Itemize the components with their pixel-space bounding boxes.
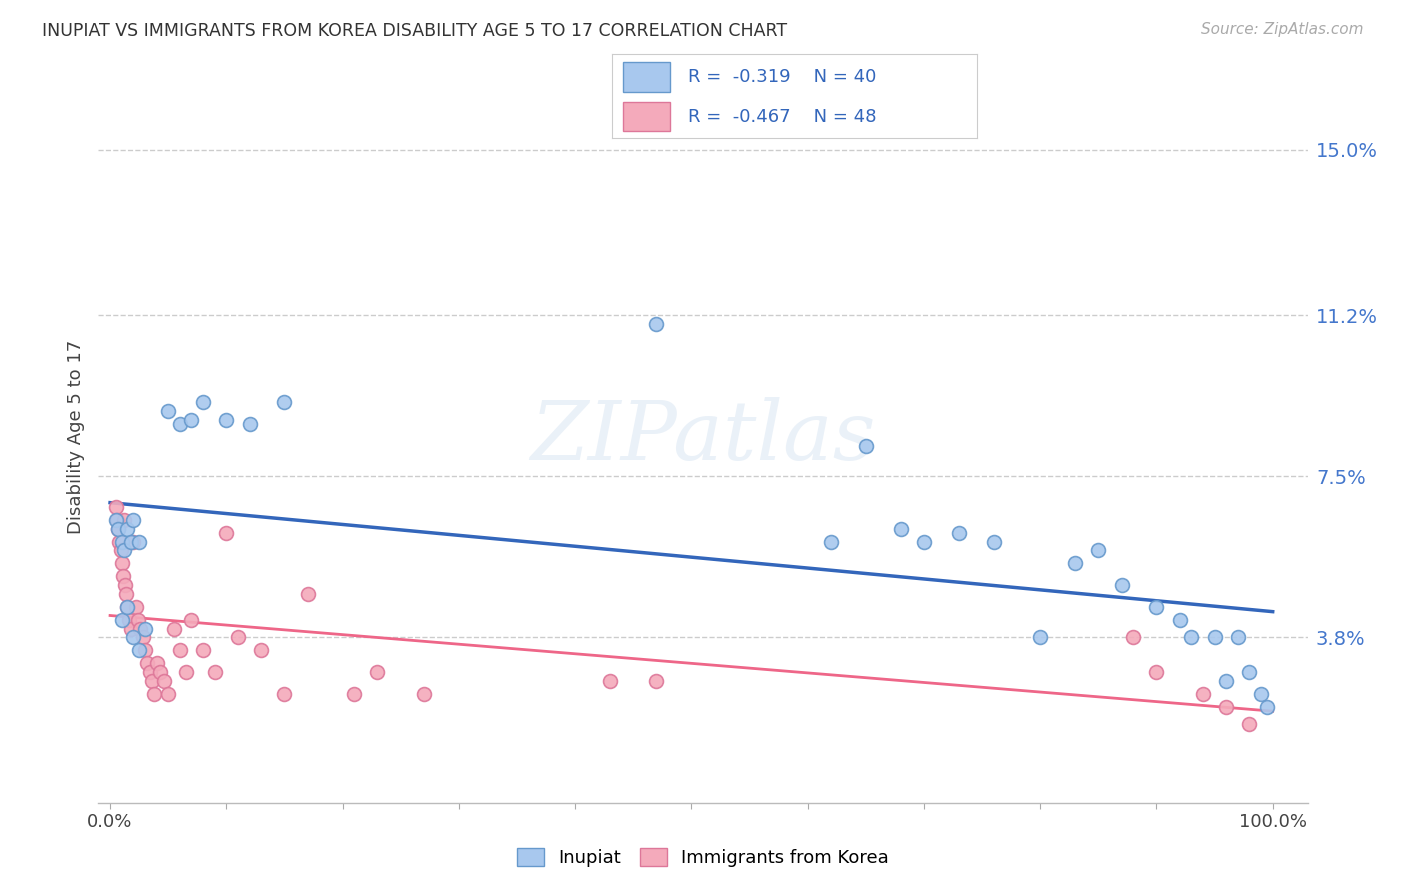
Point xyxy=(1180,631,1202,645)
Point xyxy=(120,622,142,636)
Point xyxy=(105,513,128,527)
Point xyxy=(413,687,436,701)
Point xyxy=(215,525,238,540)
Point xyxy=(191,643,214,657)
Point xyxy=(1087,543,1109,558)
Point xyxy=(1029,631,1052,645)
Point xyxy=(366,665,388,680)
Point xyxy=(157,404,180,418)
Point xyxy=(138,665,160,680)
Point xyxy=(122,631,145,645)
Point xyxy=(117,599,139,614)
Point xyxy=(114,578,136,592)
Point xyxy=(104,500,127,514)
Point xyxy=(948,525,970,540)
Text: Source: ZipAtlas.com: Source: ZipAtlas.com xyxy=(1201,22,1364,37)
Point xyxy=(117,521,139,535)
Point xyxy=(112,543,135,558)
Point xyxy=(112,513,135,527)
Point xyxy=(136,657,159,671)
Legend: Inupiat, Immigrants from Korea: Inupiat, Immigrants from Korea xyxy=(510,840,896,874)
Point xyxy=(1239,717,1261,731)
Point xyxy=(1144,665,1167,680)
Point xyxy=(107,521,129,535)
Point xyxy=(127,613,149,627)
Point xyxy=(111,613,134,627)
Text: R =  -0.467    N = 48: R = -0.467 N = 48 xyxy=(689,108,877,126)
Point xyxy=(273,687,295,701)
Point xyxy=(122,513,145,527)
Point xyxy=(204,665,226,680)
Point xyxy=(890,521,912,535)
Point xyxy=(111,557,134,571)
Point xyxy=(191,395,214,409)
Text: INUPIAT VS IMMIGRANTS FROM KOREA DISABILITY AGE 5 TO 17 CORRELATION CHART: INUPIAT VS IMMIGRANTS FROM KOREA DISABIL… xyxy=(42,22,787,40)
Point xyxy=(273,395,295,409)
Point xyxy=(1204,631,1226,645)
Point xyxy=(108,534,131,549)
Point xyxy=(169,643,191,657)
Point xyxy=(110,543,132,558)
Point xyxy=(134,643,156,657)
Point xyxy=(645,317,668,331)
Point xyxy=(124,599,146,614)
Point xyxy=(1239,665,1261,680)
Point xyxy=(1215,700,1237,714)
Point xyxy=(117,599,139,614)
Point xyxy=(157,687,180,701)
Point xyxy=(912,534,935,549)
Point xyxy=(134,622,156,636)
Point xyxy=(118,613,141,627)
FancyBboxPatch shape xyxy=(623,102,671,131)
Point xyxy=(180,613,202,627)
Point xyxy=(1256,700,1278,714)
Point xyxy=(174,665,197,680)
Point xyxy=(111,569,134,583)
Point xyxy=(104,513,127,527)
Text: R =  -0.319    N = 40: R = -0.319 N = 40 xyxy=(689,68,877,86)
Point xyxy=(145,657,167,671)
Y-axis label: Disability Age 5 to 17: Disability Age 5 to 17 xyxy=(66,340,84,534)
Point xyxy=(131,631,153,645)
Point xyxy=(297,587,319,601)
Point xyxy=(122,534,145,549)
Point xyxy=(250,643,273,657)
Point xyxy=(226,631,249,645)
Point xyxy=(983,534,1005,549)
Point xyxy=(1144,599,1167,614)
Point xyxy=(180,412,202,426)
Point xyxy=(215,412,238,426)
Point xyxy=(141,673,163,688)
Point xyxy=(120,534,142,549)
Point xyxy=(645,673,668,688)
Point xyxy=(149,665,172,680)
Point xyxy=(129,622,152,636)
Point xyxy=(1111,578,1133,592)
Point xyxy=(163,622,186,636)
Point xyxy=(1122,631,1144,645)
Point xyxy=(128,643,150,657)
Point xyxy=(1226,631,1249,645)
Point xyxy=(128,534,150,549)
FancyBboxPatch shape xyxy=(623,62,671,92)
Text: ZIPatlas: ZIPatlas xyxy=(530,397,876,477)
Point xyxy=(1215,673,1237,688)
Point xyxy=(1168,613,1191,627)
Point xyxy=(1064,557,1087,571)
Point xyxy=(343,687,366,701)
Point xyxy=(599,673,621,688)
Point xyxy=(855,439,877,453)
Point xyxy=(169,417,191,431)
Point xyxy=(115,587,138,601)
Point xyxy=(143,687,166,701)
Point xyxy=(1250,687,1272,701)
Point xyxy=(111,534,134,549)
Point xyxy=(820,534,842,549)
Point xyxy=(1192,687,1215,701)
Point xyxy=(239,417,262,431)
Point xyxy=(152,673,174,688)
Point xyxy=(107,521,129,535)
